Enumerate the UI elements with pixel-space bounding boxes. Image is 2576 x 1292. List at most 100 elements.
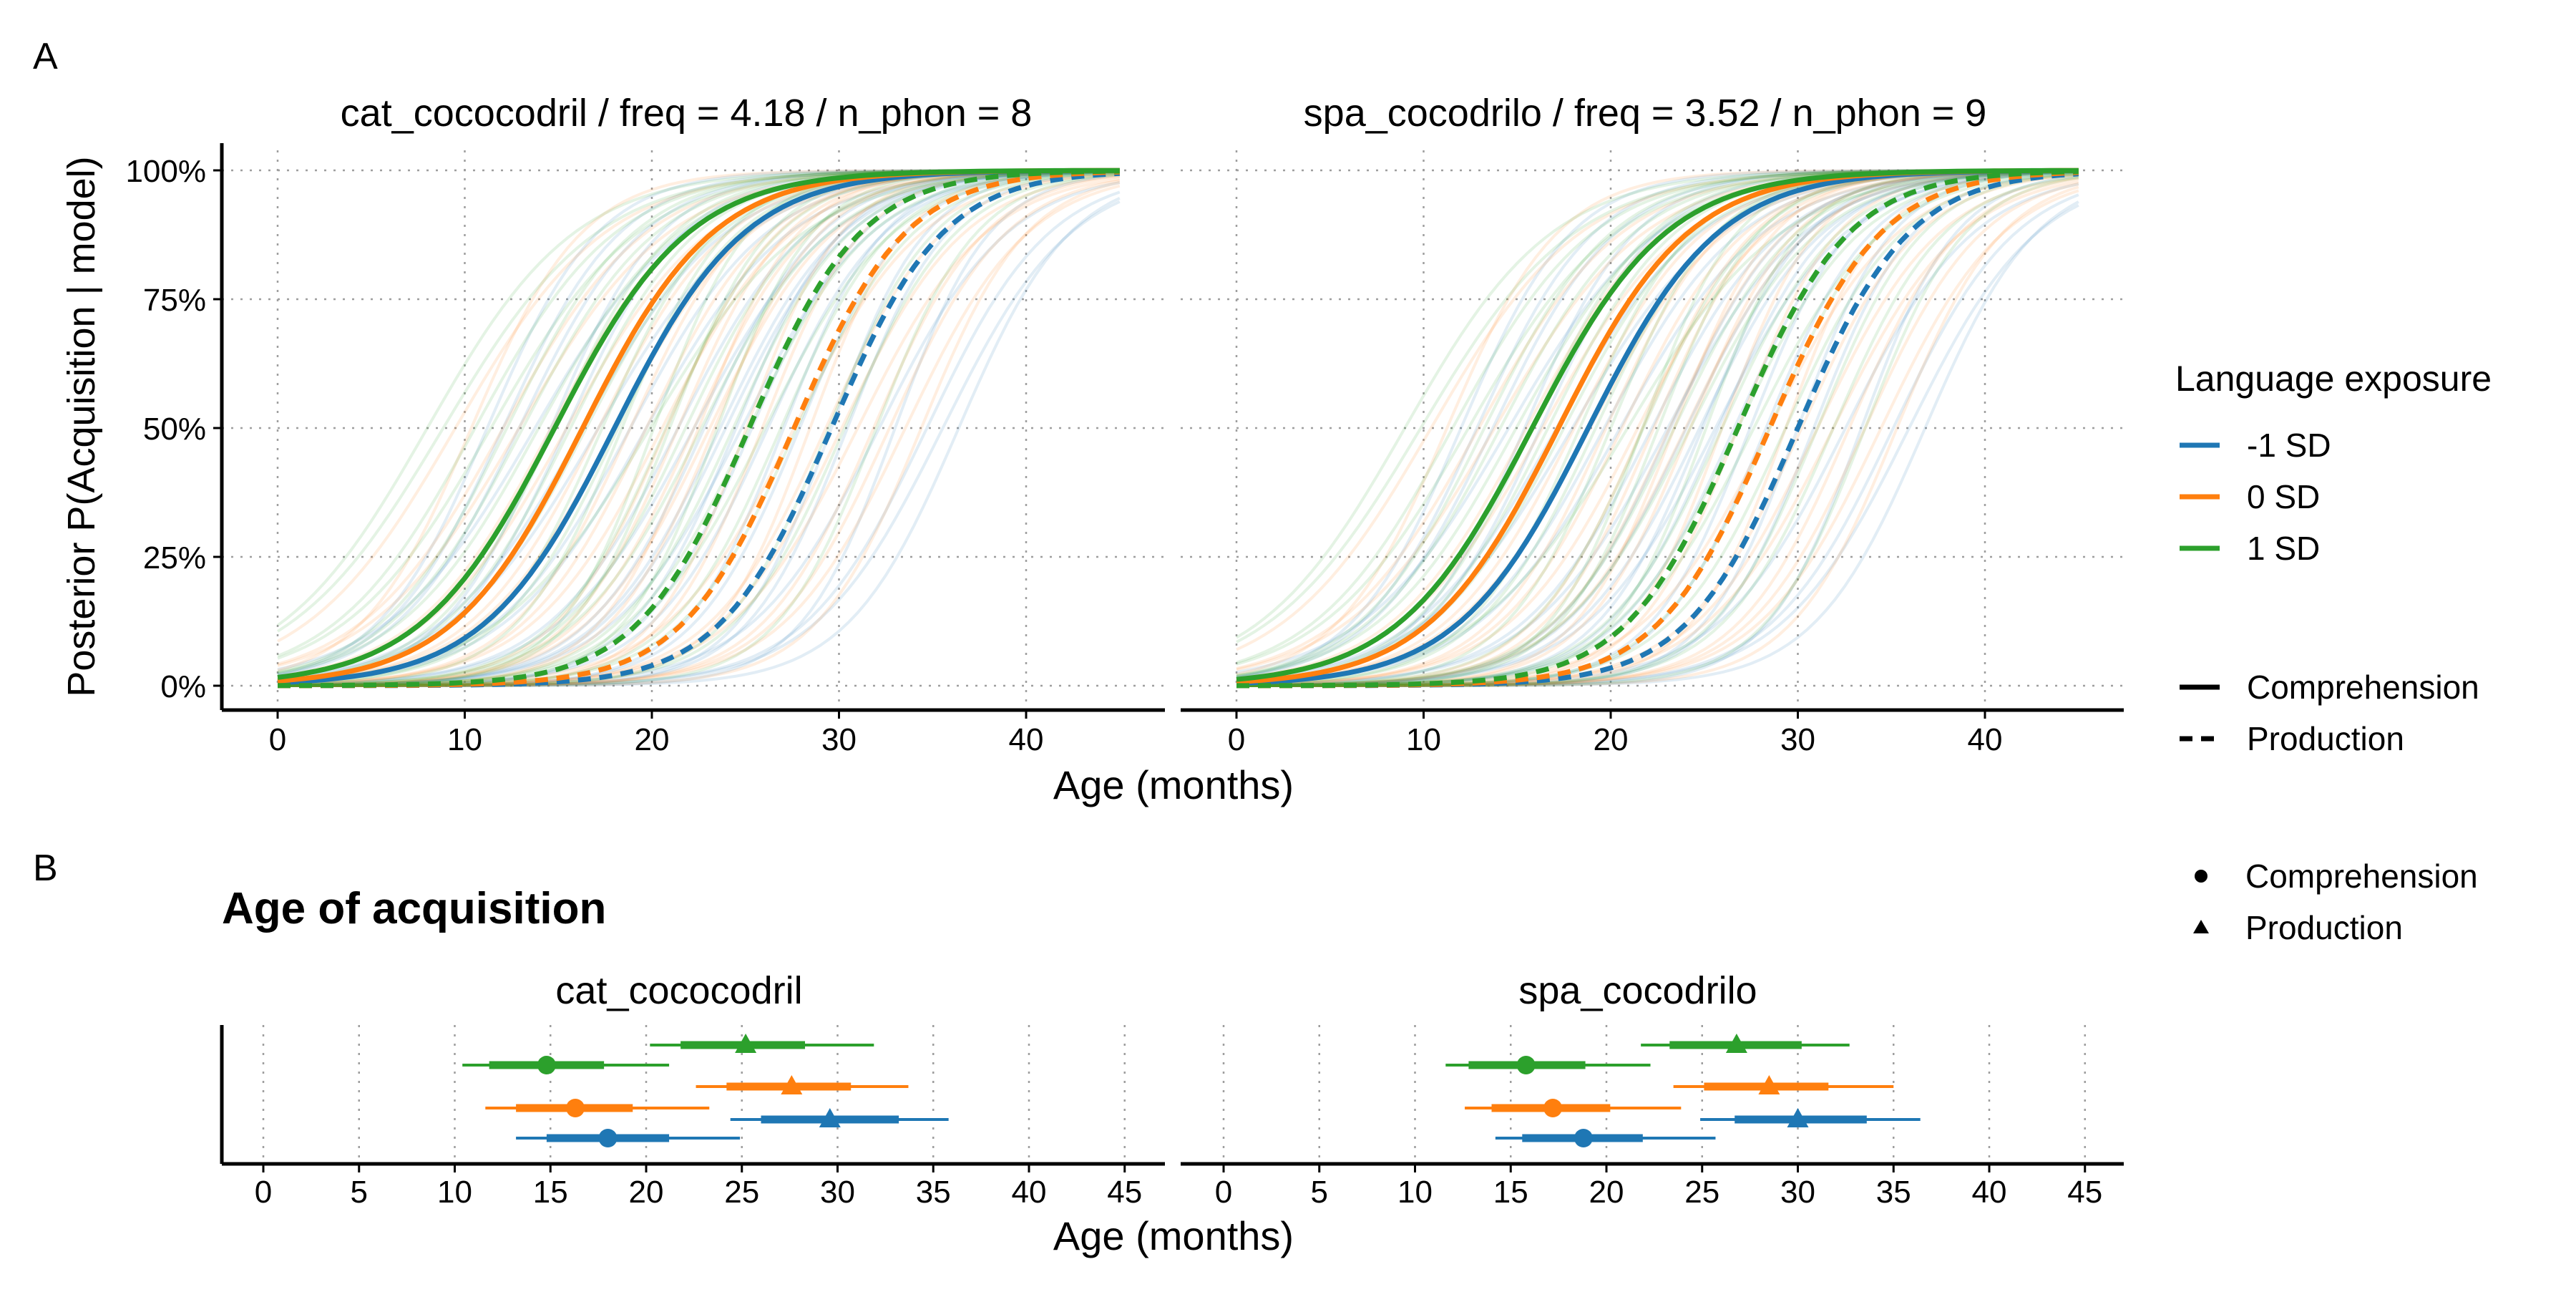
panel-a: A Posterior P(Acquisition | model) cat_coc… [33, 36, 2124, 807]
posterior-draw-line [277, 169, 1120, 687]
x-tick-label: 20 [635, 722, 670, 757]
posterior-draw-line [1236, 170, 2079, 686]
y-tick-label: 100% [125, 154, 206, 189]
y-tick-label: 25% [143, 540, 206, 575]
aoa-point-production-1sd [650, 1034, 874, 1053]
posterior-draw-line [1236, 169, 2079, 687]
posterior-draw-line [1236, 170, 2079, 687]
x-tick-label: 10 [1406, 722, 1441, 757]
series-line-production-1sd [278, 168, 1120, 689]
y-tick-label: 0% [160, 669, 206, 704]
facet-title: spa_cocodrilo / freq = 3.52 / n_phon = 9 [1304, 92, 1987, 135]
aoa-point-comprehension--1sd [516, 1129, 741, 1147]
aoa-point-production-0sd [1673, 1075, 1894, 1094]
x-tick-label: 40 [1012, 1175, 1047, 1210]
aoa-point-comprehension-0sd [1465, 1099, 1682, 1117]
x-tick-label: 40 [1009, 722, 1044, 757]
legend-label-linetype: Production [2247, 720, 2404, 757]
facet-2: spa_cocodrilo / freq = 3.52 / n_phon = 9… [1181, 92, 2124, 757]
x-tick-label: 30 [820, 1175, 855, 1210]
legend-key-shape-triangle [2193, 920, 2209, 933]
posterior-draw-line [1236, 170, 2079, 687]
legend-label-shape: Comprehension [2245, 858, 2478, 895]
aoa-point-production--1sd [1700, 1108, 1921, 1127]
x-tick-label: 20 [629, 1175, 664, 1210]
aoa-point-comprehension-1sd [1445, 1056, 1651, 1074]
posterior-draw-line [277, 170, 1120, 686]
x-tick-label: 10 [447, 722, 482, 757]
estimate-triangle [1787, 1108, 1809, 1127]
x-axis-title: Age (months) [1053, 1213, 1294, 1258]
y-tick-label: 75% [143, 283, 206, 318]
aoa-point-comprehension-0sd [485, 1099, 710, 1117]
x-tick-label: 30 [821, 722, 857, 757]
legend-key-shape-circle [2195, 870, 2207, 883]
estimate-circle [537, 1056, 556, 1074]
y-tick-label: 50% [143, 412, 206, 447]
legend-label-exposure: 1 SD [2247, 530, 2320, 567]
x-tick-label: 0 [255, 1175, 272, 1210]
facet-title: cat_cococodril / freq = 4.18 / n_phon = … [341, 92, 1033, 135]
posterior-draw-line [277, 170, 1120, 687]
posterior-draw-line [1236, 169, 2079, 687]
x-tick-label: 20 [1589, 1175, 1624, 1210]
aoa-point-production-0sd [696, 1075, 909, 1094]
estimate-circle [598, 1129, 618, 1147]
x-tick-label: 45 [2067, 1175, 2102, 1210]
x-tick-label: 35 [1876, 1175, 1911, 1210]
x-tick-label: 30 [1780, 722, 1815, 757]
x-tick-label: 0 [1228, 722, 1245, 757]
x-tick-label: 10 [1397, 1175, 1433, 1210]
posterior-draws [1235, 169, 2079, 687]
aoa-point-production-1sd [1641, 1034, 1850, 1053]
posterior-draw-line [1236, 170, 2079, 686]
series-line-comprehension-1sd [1236, 167, 2079, 682]
legend: Language exposure -1 SD 0 SD 1 SD Comprehens… [2175, 359, 2492, 946]
aoa-point-production--1sd [730, 1108, 949, 1127]
facet-title: spa_cocodrilo [1518, 969, 1757, 1012]
x-tick-label: 20 [1594, 722, 1629, 757]
estimate-circle [1574, 1129, 1593, 1147]
posterior-draw-line [277, 170, 1120, 684]
panel-label-b: B [33, 847, 58, 889]
legend-label-exposure: -1 SD [2247, 427, 2331, 464]
x-axis-title: Age (months) [1053, 762, 1294, 807]
x-tick-label: 30 [1780, 1175, 1815, 1210]
estimate-triangle [819, 1108, 841, 1127]
estimate-circle [566, 1099, 585, 1117]
x-tick-label: 5 [351, 1175, 368, 1210]
x-tick-label: 0 [269, 722, 286, 757]
panel-b: B Age of acquisition cat_cococodril 0 5 10 15 2… [33, 847, 2124, 1258]
posterior-draw-line [277, 169, 1120, 686]
series-line-comprehension-1sd [277, 167, 1120, 680]
estimate-triangle [735, 1034, 757, 1053]
posterior-draw-line [1236, 169, 2079, 686]
facet-title: cat_cococodril [555, 969, 802, 1012]
x-tick-label: 0 [1215, 1175, 1232, 1210]
x-tick-label: 40 [1972, 1175, 2007, 1210]
aoa-point-comprehension--1sd [1495, 1129, 1716, 1147]
y-axis-title: Posterior P(Acquisition | model) [60, 156, 103, 696]
series-line-production-1sd [1236, 169, 2079, 689]
legend-label-shape: Production [2245, 909, 2403, 946]
posterior-draw-line [1236, 170, 2079, 687]
aoa-point-comprehension-1sd [462, 1056, 670, 1074]
x-tick-label: 40 [1968, 722, 2003, 757]
legend-title: Language exposure [2175, 359, 2492, 399]
x-tick-label: 10 [437, 1175, 472, 1210]
legend-label-exposure: 0 SD [2247, 478, 2320, 515]
panel-label-a: A [33, 36, 58, 77]
estimate-triangle [781, 1075, 803, 1094]
posterior-draw-line [277, 170, 1120, 686]
facet-1: cat_cococodril / freq = 4.18 / n_phon = … [125, 92, 1165, 757]
x-tick-label: 45 [1107, 1175, 1142, 1210]
estimate-triangle [1725, 1034, 1747, 1053]
x-tick-label: 5 [1311, 1175, 1328, 1210]
estimate-triangle [1758, 1075, 1780, 1094]
aoa-facet-2: spa_cocodrilo 0 5 10 15 20 25 30 35 40 45 [1181, 969, 2124, 1210]
x-tick-label: 15 [533, 1175, 568, 1210]
x-tick-label: 25 [1684, 1175, 1719, 1210]
x-tick-label: 25 [724, 1175, 759, 1210]
